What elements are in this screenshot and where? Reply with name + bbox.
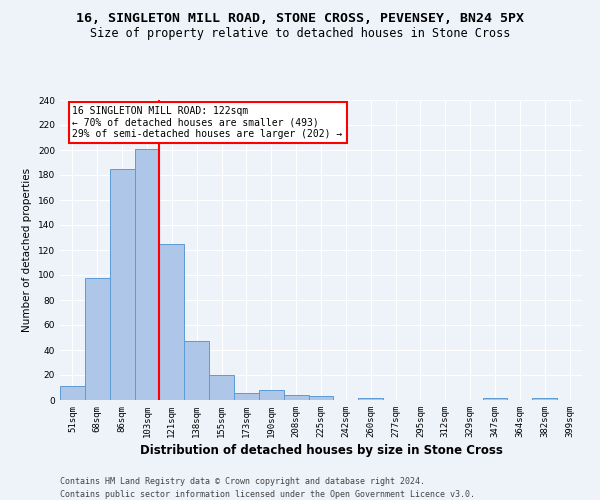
X-axis label: Distribution of detached houses by size in Stone Cross: Distribution of detached houses by size … <box>140 444 502 457</box>
Text: Contains public sector information licensed under the Open Government Licence v3: Contains public sector information licen… <box>60 490 475 499</box>
Bar <box>85 278 110 400</box>
Bar <box>60 386 85 400</box>
Bar <box>532 398 557 400</box>
Text: Contains HM Land Registry data © Crown copyright and database right 2024.: Contains HM Land Registry data © Crown c… <box>60 478 425 486</box>
Bar <box>234 392 259 400</box>
Bar <box>284 395 308 400</box>
Bar <box>209 375 234 400</box>
Bar <box>358 398 383 400</box>
Bar <box>308 396 334 400</box>
Text: 16 SINGLETON MILL ROAD: 122sqm
← 70% of detached houses are smaller (493)
29% of: 16 SINGLETON MILL ROAD: 122sqm ← 70% of … <box>73 106 343 140</box>
Text: 16, SINGLETON MILL ROAD, STONE CROSS, PEVENSEY, BN24 5PX: 16, SINGLETON MILL ROAD, STONE CROSS, PE… <box>76 12 524 26</box>
Bar <box>184 341 209 400</box>
Bar <box>110 169 134 400</box>
Bar <box>160 244 184 400</box>
Bar <box>259 390 284 400</box>
Bar <box>482 398 508 400</box>
Y-axis label: Number of detached properties: Number of detached properties <box>22 168 32 332</box>
Text: Size of property relative to detached houses in Stone Cross: Size of property relative to detached ho… <box>90 28 510 40</box>
Bar <box>134 149 160 400</box>
